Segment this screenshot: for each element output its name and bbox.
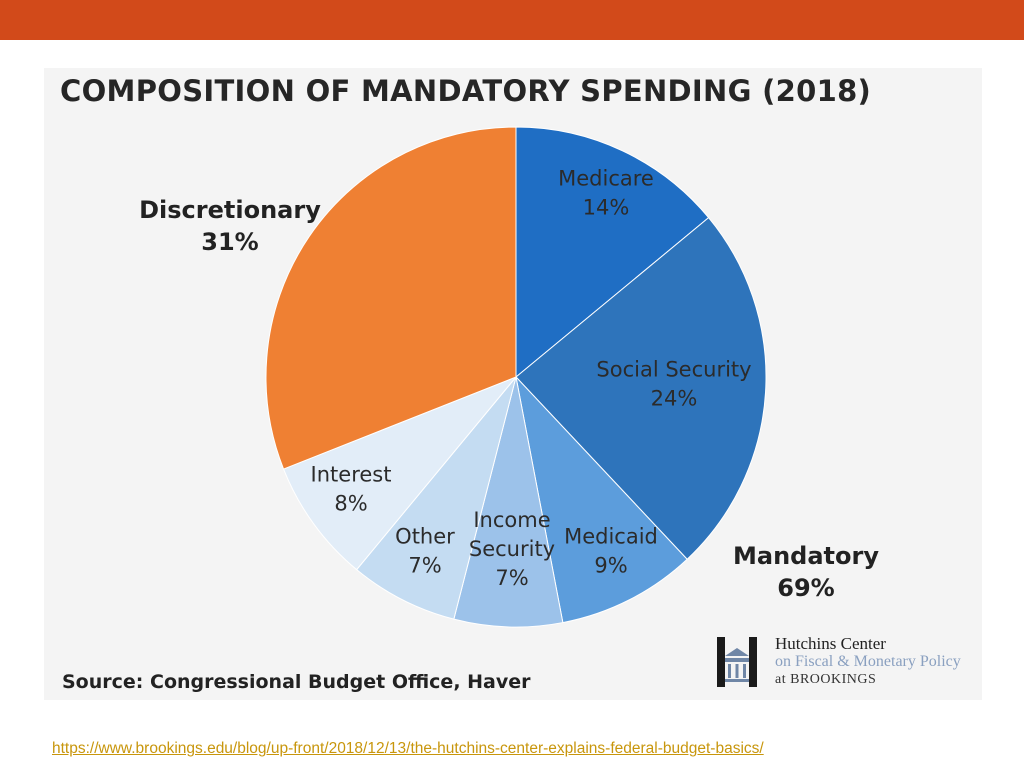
pie-slice-discretionary [265, 126, 517, 470]
source-note: Source: Congressional Budget Office, Hav… [62, 671, 531, 693]
hutchins-center-logo: Hutchins Center on Fiscal & Monetary Pol… [714, 634, 976, 690]
slice-label-income-security-value: 7% [495, 566, 528, 590]
pie-slice-income-security [453, 376, 564, 628]
pie-slice-interest [282, 376, 517, 571]
source-url-link[interactable]: https://www.brookings.edu/blog/up-front/… [52, 740, 764, 757]
slice-label-medicare-name: Medicare [558, 167, 654, 191]
logo-line-2: on Fiscal & Monetary Policy [775, 653, 961, 670]
slice-label-income-security-name: Security [469, 537, 555, 561]
top-accent-bar [0, 0, 1024, 40]
slice-label-social-security-name: Social Security [596, 358, 751, 382]
slice-label-other-name: Other [395, 525, 455, 549]
hutchins-logo-icon [717, 637, 757, 687]
pie-slice-medicare [515, 126, 710, 379]
group-label-discretionary-value: 31% [201, 228, 258, 256]
group-label-mandatory-name: Mandatory [733, 542, 879, 570]
pie-slice-social-security [515, 216, 767, 560]
slice-label-medicare-value: 14% [583, 196, 630, 220]
pie-slice-medicaid [515, 375, 688, 624]
group-label-discretionary-name: Discretionary [139, 196, 321, 224]
slice-label-medicaid-name: Medicaid [564, 525, 658, 549]
chart-title: COMPOSITION OF MANDATORY SPENDING (2018) [60, 74, 872, 108]
slice-label-interest-value: 8% [334, 492, 367, 516]
slice-label-other-value: 7% [408, 554, 441, 578]
pie-slice-other [355, 376, 517, 620]
group-label-mandatory-value: 69% [777, 574, 834, 602]
slice-label-medicaid-value: 9% [594, 554, 627, 578]
logo-line-3: at BROOKINGS [775, 672, 877, 687]
slice-label-interest-name: Interest [311, 463, 392, 487]
logo-line-1: Hutchins Center [775, 634, 886, 653]
slice-label-social-security-value: 24% [651, 387, 698, 411]
slice-label-income-security-name: Income [473, 508, 550, 532]
